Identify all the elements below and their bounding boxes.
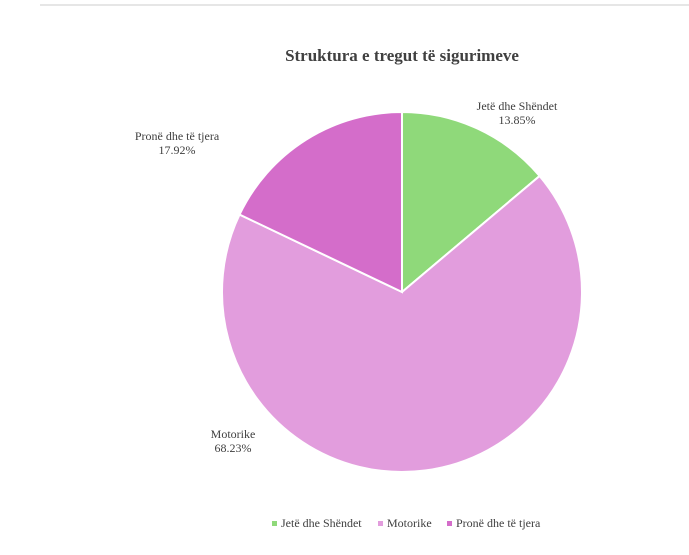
value-label: 17.92%: [159, 143, 196, 157]
legend-swatch: [447, 521, 452, 526]
legend-swatch: [272, 521, 277, 526]
pie-slice: [401, 110, 542, 295]
legend-label: Motorike: [387, 516, 432, 530]
legend-swatch: [378, 521, 383, 526]
chart-title: Struktura e tregut të sigurimeve: [285, 46, 519, 65]
legend-label: Jetë dhe Shëndet: [281, 516, 362, 530]
legend-label: Pronë dhe të tjera: [456, 516, 541, 530]
slice-label: Motorike: [211, 427, 256, 441]
value-label: 68.23%: [215, 441, 252, 455]
slice-label: Pronë dhe të tjera: [135, 129, 220, 143]
slice-label: Jetë dhe Shëndet: [477, 99, 558, 113]
pie-slice: [238, 110, 403, 294]
value-label: 13.85%: [499, 113, 536, 127]
